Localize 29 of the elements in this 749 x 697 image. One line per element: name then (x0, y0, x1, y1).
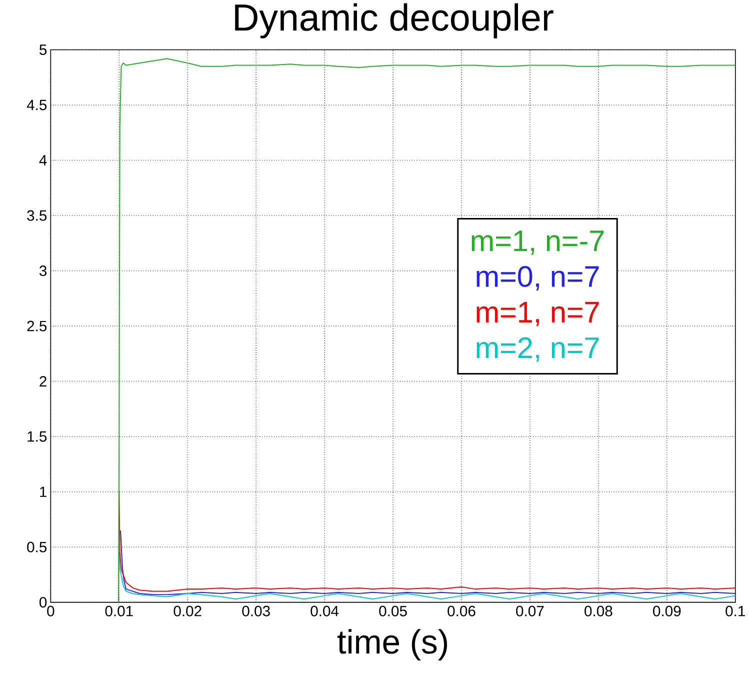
x-tick-label: 0.09 (653, 606, 681, 616)
x-tick-label: 0.04 (310, 606, 339, 616)
x-tick-label: 0.1 (726, 606, 745, 616)
y-tick-label: 1 (40, 486, 46, 498)
text: m=2, n=7 (476, 337, 599, 362)
y-tick-label: 0 (40, 597, 47, 608)
x-tick-label: 0 (47, 606, 54, 616)
text: m=1, n=-7 (472, 230, 604, 255)
x-tick-label: 0.01 (105, 606, 133, 616)
x-tick-label: 0.07 (516, 606, 544, 616)
x-tick-label: 0.05 (379, 606, 407, 616)
y-tick-label: 1.5 (28, 432, 47, 442)
y-tick-label: 4.5 (26, 100, 47, 110)
y-tick-label: 5 (40, 44, 47, 56)
line-series (118, 552, 736, 600)
y-tick-label: 2 (40, 376, 46, 387)
x-tick-label: 0.06 (448, 606, 476, 616)
x-tick-label: 0.02 (174, 606, 202, 616)
y-tick-label: 3 (39, 266, 47, 276)
y-tick-label: 4 (39, 155, 47, 166)
x-tick-label: 0.08 (584, 606, 612, 616)
text: m=0, n=7 (476, 266, 599, 291)
chart-title: Dynamic decoupler (235, 3, 554, 38)
y-tick-label: 0.5 (27, 542, 47, 552)
text: m=1, n=7 (476, 302, 599, 326)
y-tick-label: 3.5 (27, 210, 47, 221)
y-tick-label: 2.5 (27, 320, 47, 332)
x-axis-title: time (s) (337, 629, 448, 661)
x-tick-label: 0.03 (242, 606, 270, 616)
